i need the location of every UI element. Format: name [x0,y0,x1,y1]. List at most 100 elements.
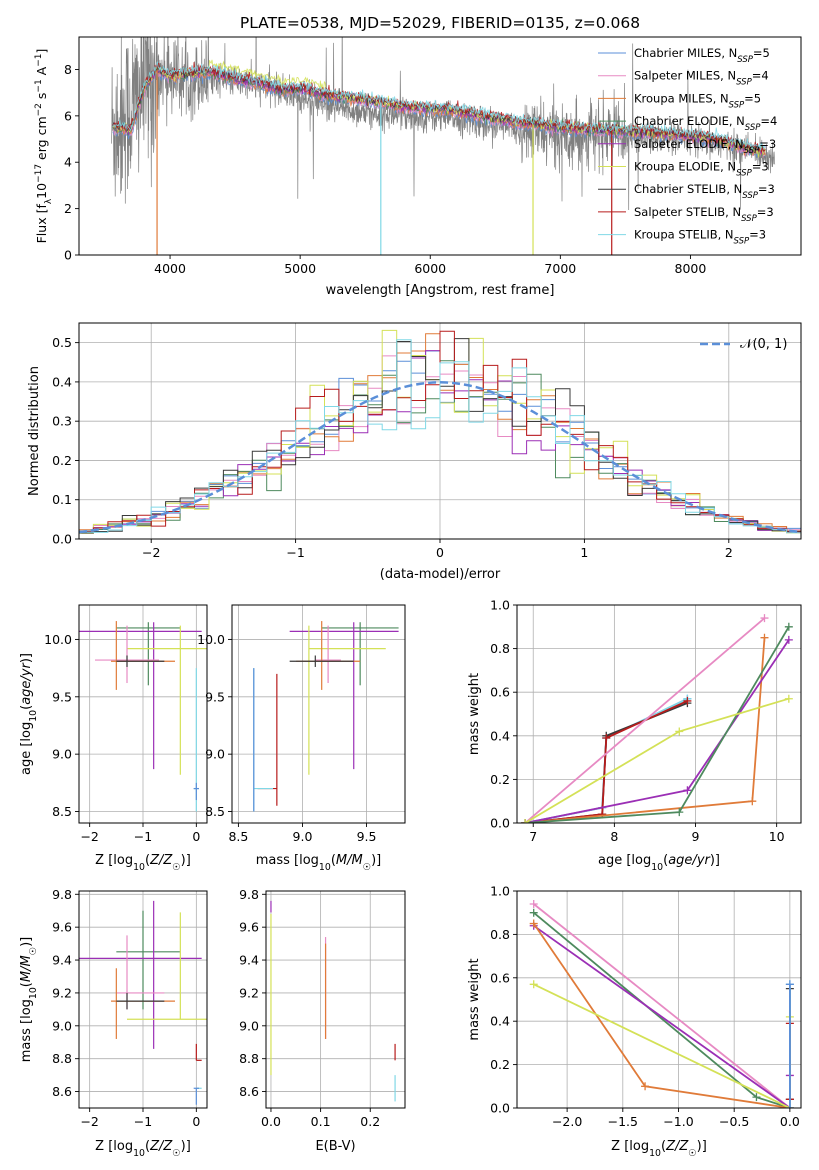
mass_vs_EBV-ytick-label-1: 8.8 [239,1051,259,1066]
legend-label-gaussian: 𝒩(0, 1) [740,337,787,352]
residuals-ylabel: Normed distribution [27,366,42,496]
age_vs_mass-ytick-label-1: 9.0 [205,747,225,762]
age-vs-Z-ylabel: age [log10(age/yr)] [19,653,39,775]
weight_vs_age-ytick-label-0: 0.0 [490,816,510,831]
mass-vs-Z-xlabel: Z [log10(Z/Z☉)] [95,1139,191,1159]
mass_vs_Z-ytick-label-4: 9.4 [52,953,72,968]
weight_vs_age-frame [516,604,802,824]
weight_vs_age-ylabel: mass weight [467,673,482,755]
age_vs_mass-xtick-label-0: 8.5 [228,829,248,844]
spectrum-model-salpeter-stelib [112,62,766,153]
mass_vs_Z-xtick-label-1: −1 [134,1114,152,1129]
mass_vs_Z-frame [78,890,208,1109]
residual-hist-kroupa-stelib [79,339,801,534]
weight_vs_Z-marker-chabrier-miles-0 [785,1104,794,1108]
mass_vs_EBV-xtick-label-0: 0.0 [261,1114,281,1129]
residuals-ytick-label-2: 0.2 [52,453,72,468]
spectrum-ytick-label-4: 8 [64,62,72,77]
mass_vs_EBV-panel: 0.0 0.1 0.2 8.6 8.8 9.0 9.2 9.4 9.6 9.8 E(B-V) [239,887,406,1154]
weight_vs_age-line-salpeter-miles [524,617,766,823]
mass_vs_EBV-ytick-label-3: 9.2 [239,985,259,1000]
age_vs_Z-xtick-label-2: 0 [192,829,200,844]
weight_vs_Z-xtick-label-3: −0.5 [719,1114,749,1129]
residuals-xtick-label-0: −2 [142,545,160,560]
weight_vs_age-marker-salpeter-stelib-2 [602,733,611,742]
mass_vs_EBV-ytick-label-0: 8.6 [239,1084,259,1099]
weight_vs_age-marker-kroupa-miles-2 [760,633,769,642]
age_vs_Z-panel: −2 −1 0 8.5 9.0 9.5 10.0 Z [log10(Z/Z☉)] age [lo… [19,604,208,873]
age_vs_mass-plot-area [253,621,399,812]
residuals-ytick-label-4: 0.4 [52,374,72,389]
age_vs_Z-plot-area [79,621,207,812]
weight_vs_Z-ytick-label-5: 1.0 [490,884,510,899]
legend-label-chabrier-elodie: Chabrier ELODIE, NSSP=4 [634,114,777,133]
legend-label-salpeter-stelib: Salpeter STELIB, NSSP=3 [634,205,774,224]
spectrum-xtick-label-2: 6000 [414,261,446,276]
residuals-xtick-label-3: 1 [580,545,588,560]
age-vs-Z-xlabel: Z [log10(Z/Z☉)] [95,853,191,873]
weight_vs_age-line-salpeter-stelib [524,700,688,823]
spectrum-plot-area [111,37,776,255]
age_vs_Z-xtick-label-1: −1 [134,829,152,844]
age_vs_mass-frame [231,604,406,824]
age_vs_Z-frame [78,604,208,824]
weight_vs_Z-marker-chabrier-elodie-0 [529,908,538,917]
weight_vs_age-ytick-label-5: 1.0 [490,598,510,613]
mass_vs_Z-plot-area [79,900,207,1105]
spectrum-xlabel: wavelength [Angstrom, rest frame] [326,283,555,298]
age_vs_mass-xtick-label-1: 9.0 [293,829,313,844]
mass_vs_Z-xtick-label-2: 0 [192,1114,200,1129]
weight_vs_age-marker-salpeter-stelib-3 [683,696,692,705]
weight_vs_age-marker-kroupa-miles-1 [748,797,757,806]
mass_vs_EBV-plot-area [270,900,396,1102]
weight_vs_age-line-kroupa-elodie [524,697,790,823]
spectrum-ytick-label-1: 2 [64,201,72,216]
weight_vs_Z-xtick-label-4: 0.0 [780,1114,800,1129]
weight_vs_age-marker-salpeter-miles-1 [760,614,769,623]
spectrum-ytick-label-3: 6 [64,108,72,123]
weight_vs_Z-ytick-label-3: 0.6 [490,970,510,985]
age_vs_Z-ytick-label-0: 8.5 [52,804,72,819]
residual-gaussian-curve [79,381,801,534]
age_vs_Z-ytick-label-1: 9.0 [52,747,72,762]
spectrum-ytick-label-2: 4 [64,155,72,170]
legend-label-kroupa-miles: Kroupa MILES, NSSP=5 [634,91,761,110]
weight_vs_age-ytick-label-4: 0.8 [490,641,510,656]
weight_vs_Z-panel: −2.0 −1.5 −1.0 −0.5 0.0 0.0 0.2 0.4 0.6 0.8 1.0 mas… [467,884,802,1159]
weight_vs_age-plot-area [521,614,793,823]
mass_vs_EBV-ytick-label-4: 9.4 [239,953,259,968]
weight-vs-age-xlabel: age [log10(age/yr)] [598,853,720,873]
weight_vs_Z-marker-chabrier-elodie-1 [752,1093,761,1102]
weight_vs_Z-xtick-label-1: −1.5 [608,1114,638,1129]
mass_vs_Z-panel: −2 −1 0 8.6 8.8 9.0 9.2 9.4 9.6 9.8 Z [log10(Z/Z☉)… [19,887,208,1159]
mass_vs_EBV-xtick-label-1: 0.1 [311,1114,331,1129]
weight_vs_age-marker-salpeter-elodie-2 [784,635,793,644]
mass-vs-EBV-xlabel: E(B-V) [315,1139,355,1154]
weight_vs_age-line-chabrier-stelib [524,702,688,823]
weight_vs_Z-line-salpeter-miles [533,903,791,1108]
weight_vs_Z-plot-area [529,900,794,1108]
weight_vs_age-ytick-label-1: 0.2 [490,772,510,787]
residuals-panel: −2 −1 0 1 2 0.0 0.1 0.2 0.3 0.4 0.5 𝒩(0, 1) (data-mo… [27,322,802,582]
age_vs_mass-ytick-label-2: 9.5 [205,689,225,704]
weight_vs_Z-frame [516,890,802,1109]
weight_vs_age-line-chabrier-miles [524,697,688,823]
age_vs_Z-ytick-label-3: 10.0 [44,632,72,647]
mass_vs_Z-xtick-label-0: −2 [80,1114,98,1129]
residuals-plot-area [79,329,801,534]
residuals-ytick-label-5: 0.5 [52,335,72,350]
mass_vs_EBV-ytick-label-6: 9.8 [239,887,259,902]
weight_vs_age-marker-kroupa-elodie-1 [675,727,684,736]
age_vs_mass-xtick-label-2: 9.5 [357,829,377,844]
weight_vs_age-line-kroupa-stelib [524,697,688,823]
legend-label-kroupa-elodie: Kroupa ELODIE, NSSP=3 [634,160,769,179]
weight_vs_age-line-salpeter-elodie [524,639,790,823]
weight_vs_Z-marker-salpeter-miles-0 [529,900,538,909]
age_vs_mass-ytick-label-0: 8.5 [205,804,225,819]
weight_vs_age-line-chabrier-elodie [525,626,790,823]
residuals-ytick-label-1: 0.1 [52,492,72,507]
weight_vs_Z-ytick-label-2: 0.4 [490,1014,510,1029]
spectrum-xtick-label-1: 5000 [284,261,316,276]
weight_vs_Z-ytick-label-0: 0.0 [490,1101,510,1116]
